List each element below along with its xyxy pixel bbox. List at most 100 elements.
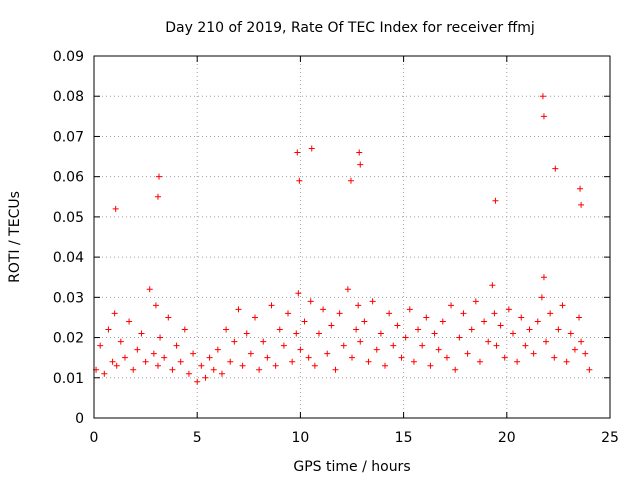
data-point: [142, 358, 149, 365]
data-point: [157, 334, 164, 341]
x-tick-label: 5: [193, 430, 202, 446]
data-point: [538, 294, 545, 301]
data-point: [497, 322, 504, 329]
data-point: [452, 366, 459, 373]
y-tick-label: 0.08: [53, 89, 84, 105]
chart-title: Day 210 of 2019, Rate Of TEC Index for r…: [165, 20, 535, 36]
plot-frame: [93, 55, 611, 419]
data-point: [485, 338, 492, 345]
data-point: [464, 350, 471, 357]
data-point: [567, 330, 574, 337]
x-tick-label: 0: [90, 430, 99, 446]
x-tick-label: 25: [601, 430, 619, 446]
y-tick-label: 0: [75, 411, 84, 427]
data-point: [289, 358, 296, 365]
data-point: [578, 338, 585, 345]
data-point: [194, 378, 201, 385]
data-point: [113, 362, 120, 369]
data-point: [501, 354, 508, 361]
data-point: [109, 358, 116, 365]
data-point: [218, 370, 225, 377]
data-point: [340, 342, 347, 349]
data-point: [489, 282, 496, 289]
data-point: [173, 342, 180, 349]
data-point: [181, 326, 188, 333]
y-tick-label: 0.03: [53, 290, 84, 306]
data-point: [582, 350, 589, 357]
data-point: [468, 326, 475, 333]
data-point: [365, 358, 372, 365]
data-point: [505, 306, 512, 313]
data-point: [276, 326, 283, 333]
y-tick-label: 0.06: [53, 170, 84, 186]
data-point: [377, 330, 384, 337]
x-tick-label: 15: [395, 430, 413, 446]
data-point: [394, 322, 401, 329]
data-point: [382, 362, 389, 369]
data-point: [231, 338, 238, 345]
x-tick-label: 20: [498, 430, 516, 446]
data-point: [126, 318, 133, 325]
data-point: [448, 302, 455, 309]
data-point: [169, 366, 176, 373]
data-point: [307, 298, 314, 305]
data-point: [552, 165, 559, 172]
data-point: [540, 274, 547, 281]
data-point: [256, 366, 263, 373]
data-point: [443, 354, 450, 361]
data-point: [472, 298, 479, 305]
data-point: [514, 358, 521, 365]
data-point: [111, 310, 118, 317]
data-point: [518, 314, 525, 321]
data-point: [223, 326, 230, 333]
data-point: [190, 350, 197, 357]
axes: 0 0.01 0.02 0.03 0.04 0.05 0.06 0.07 0.08 0.09 0 5 1…: [53, 49, 619, 446]
data-point: [456, 334, 463, 341]
data-point: [152, 302, 159, 309]
data-point: [543, 338, 550, 345]
data-point: [243, 330, 250, 337]
data-point: [369, 298, 376, 305]
data-point: [577, 185, 584, 192]
data-point: [551, 354, 558, 361]
data-point: [509, 330, 516, 337]
data-point: [349, 354, 355, 361]
data-point: [419, 342, 426, 349]
data-point: [460, 310, 467, 317]
data-point: [439, 318, 446, 325]
data-point: [491, 310, 498, 317]
data-point: [101, 370, 108, 377]
data-point: [305, 354, 312, 361]
data-point: [559, 302, 566, 309]
data-point: [576, 314, 583, 321]
data-point: [578, 201, 585, 208]
data-point: [431, 330, 438, 337]
data-point: [210, 366, 217, 373]
data-point: [390, 342, 397, 349]
data-point: [177, 358, 184, 365]
data-point: [295, 290, 302, 297]
data-point: [117, 338, 124, 345]
data-point: [239, 362, 246, 369]
data-point: [353, 326, 360, 333]
data-point: [555, 326, 562, 333]
data-point: [301, 318, 308, 325]
data-point: [235, 306, 242, 313]
data-point: [297, 346, 304, 353]
data-point: [97, 342, 104, 349]
data-point: [398, 354, 405, 361]
data-point: [493, 342, 500, 349]
data-point: [435, 346, 442, 353]
data-point: [185, 370, 192, 377]
data-point: [357, 161, 364, 168]
data-point: [121, 354, 128, 361]
data-point: [347, 177, 354, 184]
data-point: [105, 326, 112, 333]
grid-layer: [94, 56, 610, 418]
data-point: [328, 322, 335, 329]
data-point: [134, 346, 141, 353]
x-tick-label: 10: [291, 430, 309, 446]
data-point: [198, 362, 205, 369]
data-point: [130, 366, 137, 373]
data-point: [112, 205, 119, 212]
